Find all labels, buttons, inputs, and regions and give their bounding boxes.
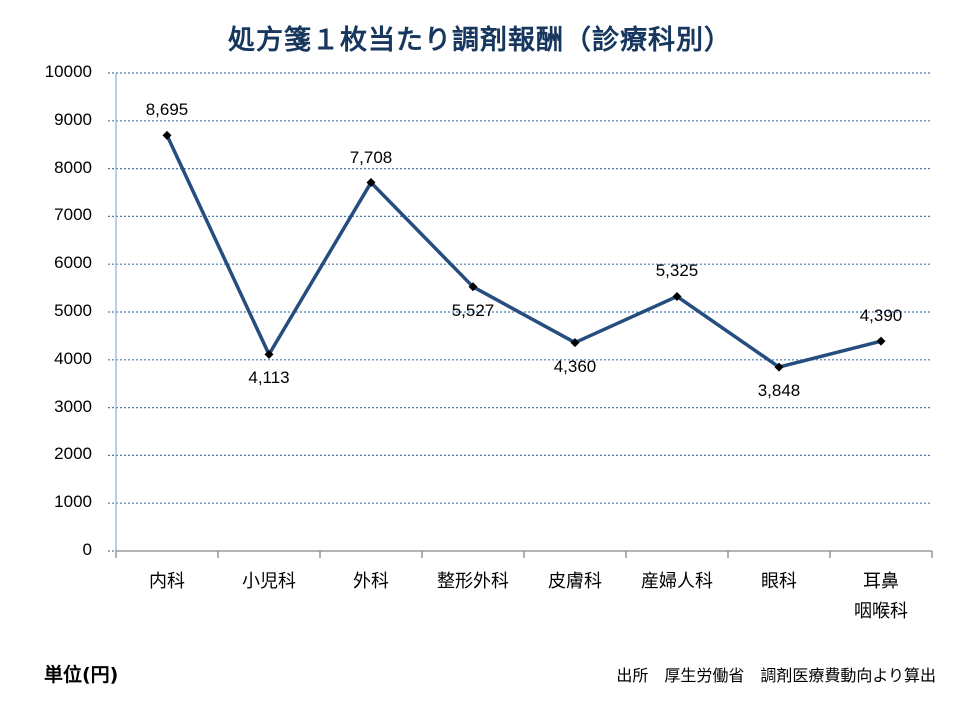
y-tick-label: 0 — [82, 540, 92, 559]
data-point-marker — [162, 130, 172, 140]
data-point-marker — [570, 338, 580, 348]
y-tick-label: 10000 — [44, 62, 92, 81]
data-series-line — [165, 134, 882, 369]
y-tick-label: 5000 — [54, 301, 92, 320]
data-label: 7,708 — [349, 147, 393, 167]
x-category-label: 外科 — [353, 571, 389, 592]
data-point-marker — [774, 362, 784, 372]
data-label: 4,360 — [553, 356, 597, 376]
data-label: 4,113 — [248, 368, 290, 388]
data-point-marker — [876, 336, 886, 346]
x-category-label: 耳鼻 咽喉科 — [854, 571, 908, 622]
x-category-label: 眼科 — [761, 571, 797, 592]
y-tick-label: 7000 — [54, 205, 92, 225]
chart-title: 処方箋１枚当たり調剤報酬（診療科別） — [228, 25, 732, 56]
data-label: 8,695 — [145, 100, 189, 120]
data-point-marker — [468, 282, 478, 292]
data-label: 4,390 — [859, 306, 903, 326]
y-tick-label: 6000 — [54, 253, 92, 273]
x-category-label: 皮膚科 — [548, 571, 602, 592]
y-tick-label: 8000 — [54, 157, 92, 177]
x-category-label: 内科 — [149, 571, 185, 592]
x-category-label: 産婦人科 — [641, 571, 713, 592]
y-tick-label: 9000 — [54, 109, 92, 129]
source-note: 出所 厚生労働省 調剤医療費動向より算出 — [616, 666, 936, 685]
data-point-marker — [264, 349, 274, 359]
data-point-marker — [366, 178, 376, 188]
data-label: 5,325 — [655, 261, 699, 281]
y-tick-label: 2000 — [54, 444, 92, 464]
x-category-label: 整形外科 — [437, 571, 509, 592]
data-label: 5,527 — [451, 300, 495, 320]
y-tick-label: 3000 — [54, 396, 92, 416]
data-point-marker — [672, 291, 682, 301]
y-tick-label: 1000 — [54, 492, 92, 512]
data-label: 3,848 — [757, 381, 801, 401]
x-category-label: 小児科 — [242, 571, 296, 592]
unit-label: 単位(円) — [44, 664, 119, 686]
y-tick-label: 4000 — [54, 348, 92, 368]
